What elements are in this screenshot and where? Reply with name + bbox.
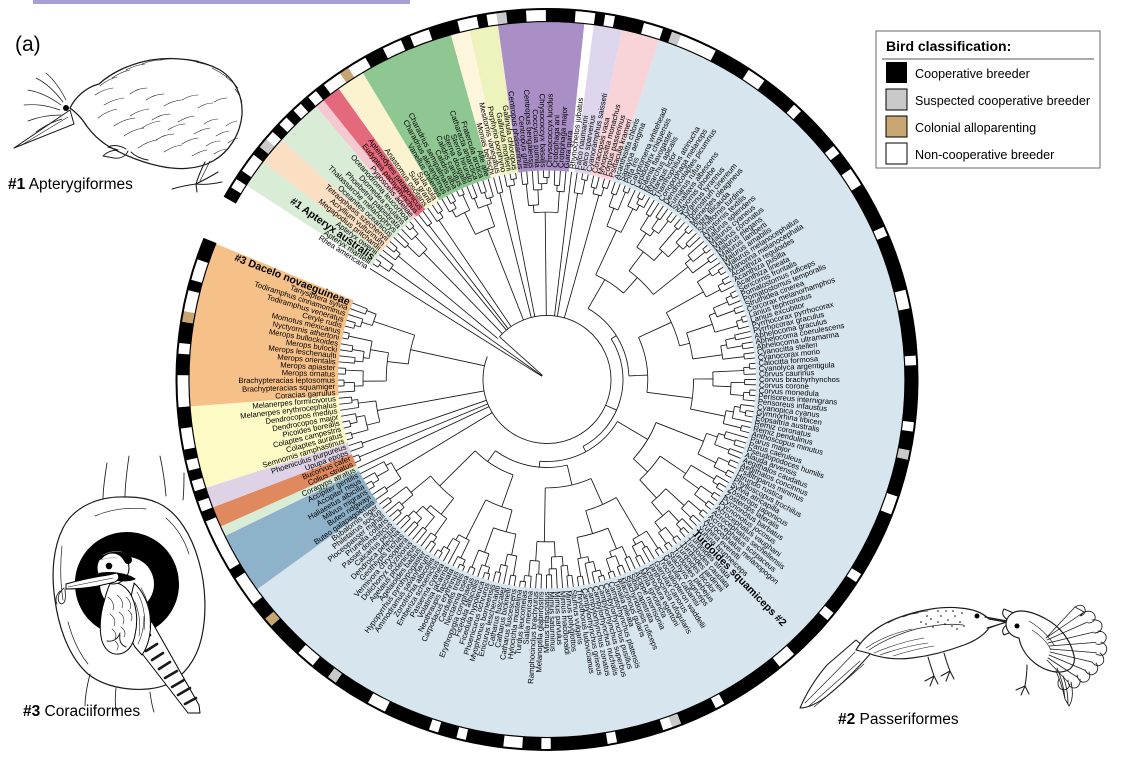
svg-text:Coccycua pumila: Coccycua pumila — [531, 109, 543, 169]
svg-text:Suspected cooperative breeder: Suspected cooperative breeder — [915, 94, 1090, 108]
svg-text:Corvus brachyrhynchos: Corvus brachyrhynchos — [759, 375, 840, 384]
svg-text:#1 Apterygiformes: #1 Apterygiformes — [8, 176, 133, 193]
svg-text:Sialia mexicana: Sialia mexicana — [521, 590, 534, 645]
svg-text:Corvus monedula: Corvus monedula — [758, 386, 819, 398]
svg-text:Brachypteracias leptosomus: Brachypteracias leptosomus — [238, 376, 335, 385]
svg-text:#3 Coraciiformes: #3 Coraciiformes — [23, 703, 140, 720]
svg-text:Non-cooperative breeder: Non-cooperative breeder — [915, 148, 1054, 162]
svg-text:Cooperative breeder: Cooperative breeder — [915, 67, 1030, 81]
svg-text:Cyanolyca argentigula: Cyanolyca argentigula — [758, 360, 835, 373]
svg-text:Merops apiaster: Merops apiaster — [280, 360, 336, 372]
svg-text:(a): (a) — [15, 33, 41, 56]
svg-text:Colonial alloparenting: Colonial alloparenting — [915, 121, 1036, 135]
svg-text:Coracias garrulus: Coracias garrulus — [275, 388, 336, 401]
svg-text:Merops ornatus: Merops ornatus — [282, 368, 336, 378]
svg-text:Mimus trifasciatus: Mimus trifasciatus — [542, 591, 551, 653]
svg-text:Crotophaga major: Crotophaga major — [556, 106, 569, 168]
svg-text:Brachypteracias squamiger: Brachypteracias squamiger — [242, 382, 336, 394]
svg-text:Corvus corone: Corvus corone — [759, 381, 809, 391]
svg-text:#2 Passeriformes: #2 Passeriformes — [838, 711, 959, 728]
svg-text:Corvus caurinus: Corvus caurinus — [759, 368, 815, 378]
svg-text:Bird classification:: Bird classification: — [886, 38, 1011, 54]
svg-text:Chrysococcyx lucidus: Chrysococcyx lucidus — [545, 93, 555, 167]
svg-text:Guira guira: Guira guira — [562, 129, 574, 168]
svg-text:Crotophaga ani: Crotophaga ani — [551, 115, 562, 168]
svg-text:Melanoptila glabrirostris: Melanoptila glabrirostris — [534, 591, 545, 673]
svg-text:Mimus saturninus: Mimus saturninus — [547, 591, 557, 652]
svg-text:Chrysococcyx basalis: Chrysococcyx basalis — [538, 94, 548, 168]
svg-text:Mimus parvulus: Mimus parvulus — [553, 591, 565, 645]
